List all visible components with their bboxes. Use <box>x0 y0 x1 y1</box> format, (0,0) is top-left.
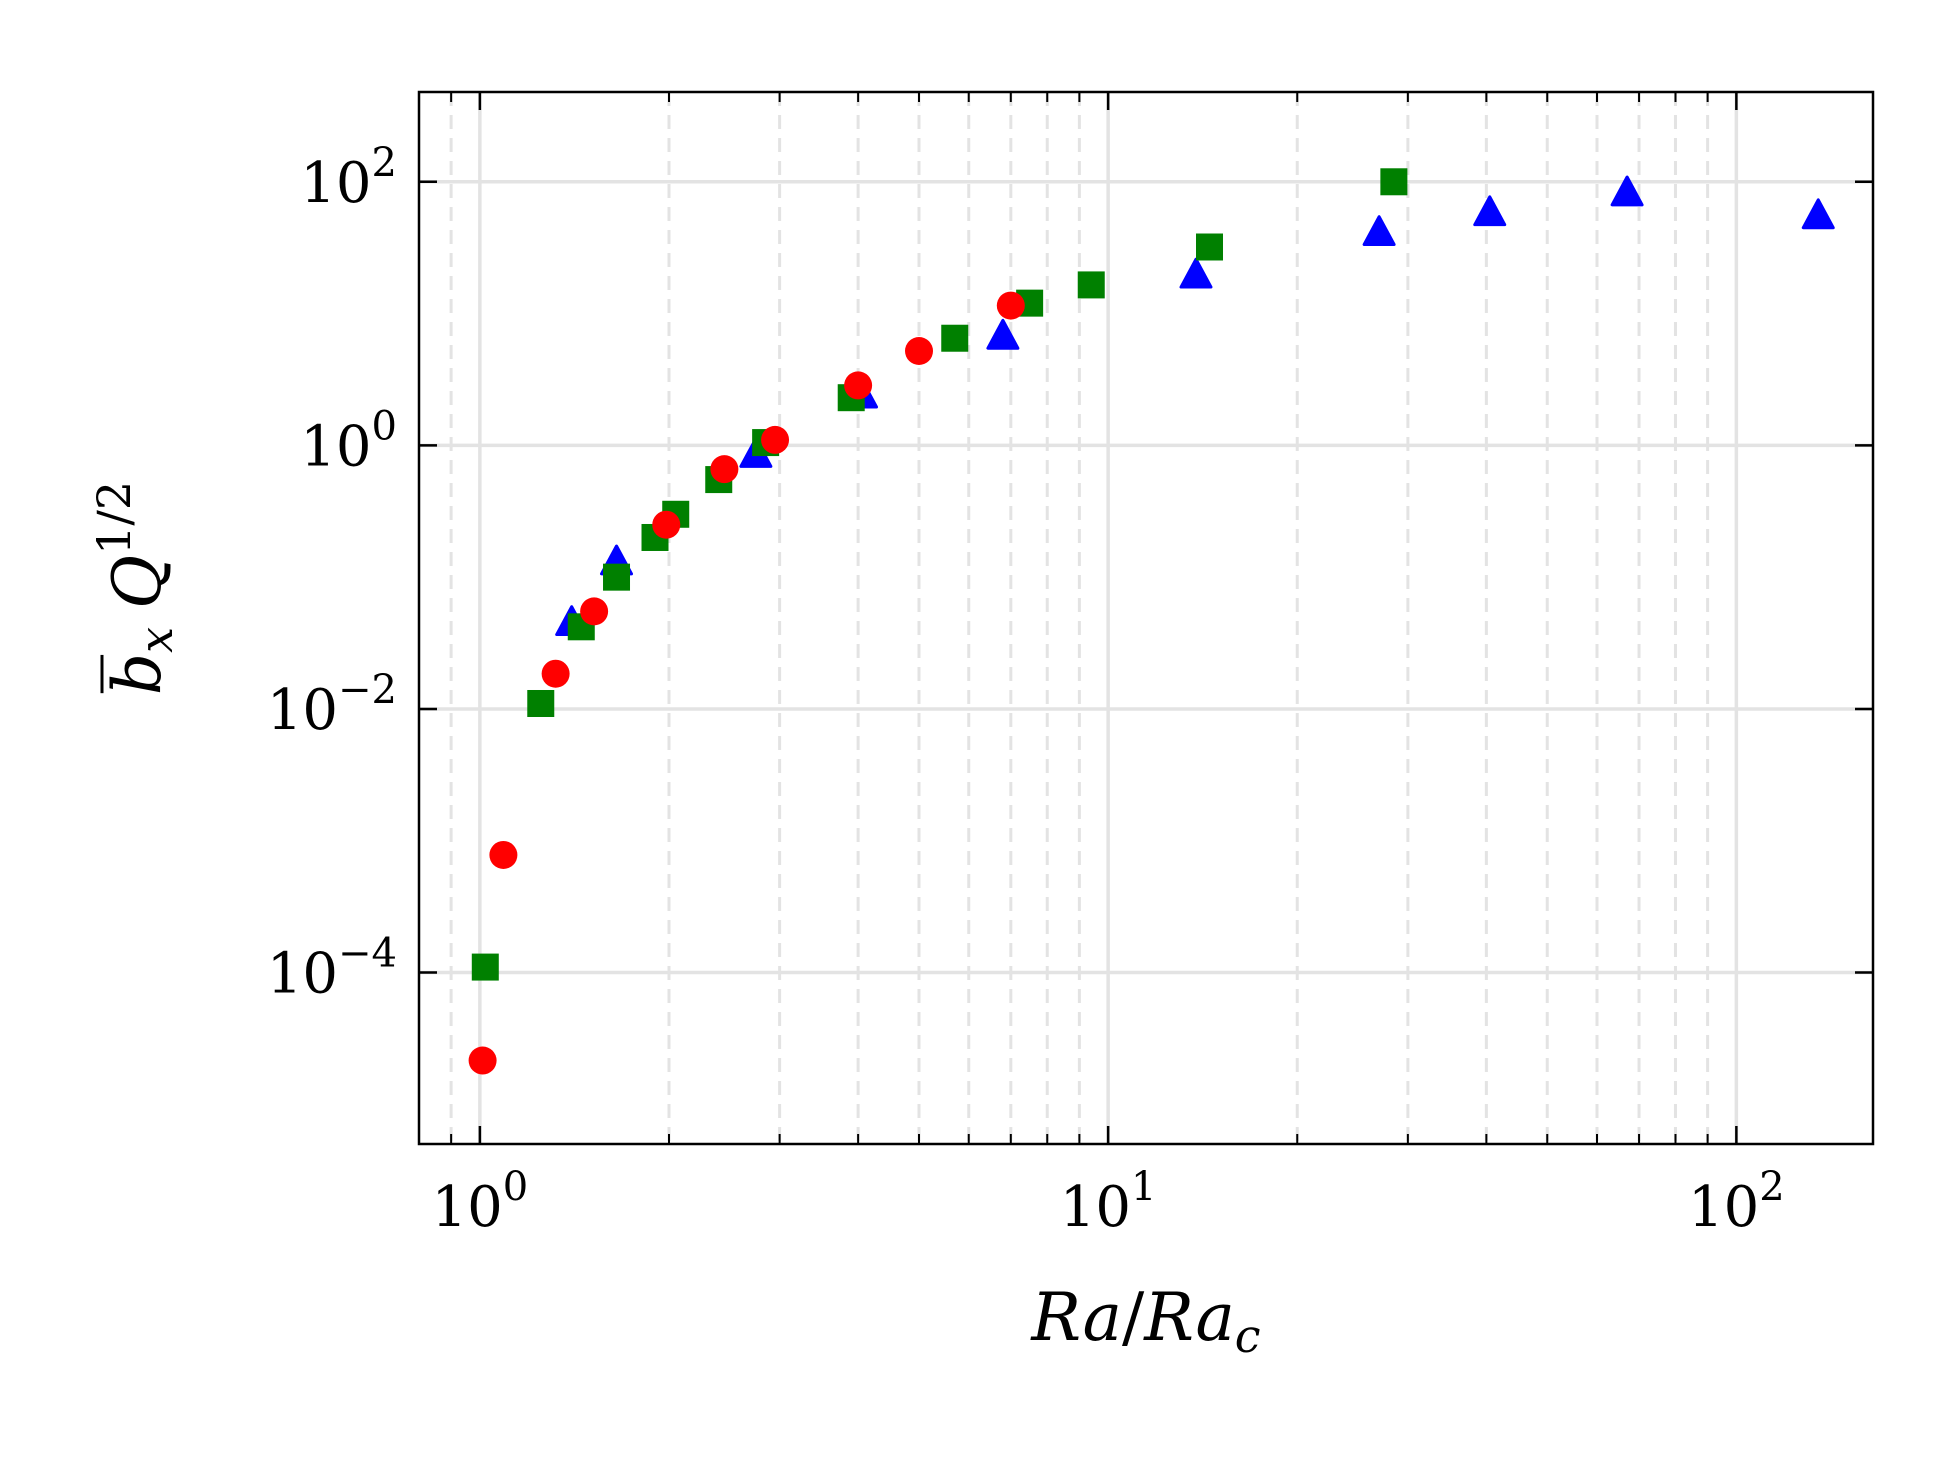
square-marker <box>603 563 631 591</box>
axis-ticks <box>419 92 1873 1144</box>
y-axis-title: bxQ1/2 <box>87 481 183 695</box>
triangle-marker <box>1362 215 1396 247</box>
triangle-marker <box>1801 198 1835 230</box>
circle-marker <box>761 425 790 454</box>
x-axis-title: Ra/Rac <box>1030 1279 1260 1363</box>
y-tick-label: 10−2 <box>267 667 397 743</box>
circle-marker <box>489 840 518 869</box>
circle-marker <box>905 337 934 366</box>
plot-frame <box>417 90 1875 1146</box>
circle-marker <box>844 371 873 400</box>
x-tick-label: 102 <box>1688 1164 1785 1240</box>
circle-marker <box>996 291 1025 320</box>
tick-labels: 100 101 102 10−4 10−2 100 102 <box>267 140 1785 1240</box>
data-points <box>468 168 1835 1075</box>
square-marker <box>1077 271 1105 299</box>
circle-marker <box>468 1046 497 1075</box>
square-marker <box>1196 233 1224 261</box>
x-tick-label: 101 <box>1060 1164 1157 1240</box>
circle-marker <box>580 597 609 626</box>
square-marker <box>941 324 969 352</box>
triangle-marker <box>1610 175 1644 207</box>
grid <box>419 92 1873 1144</box>
circle-marker <box>710 455 739 484</box>
series-circles <box>468 291 1025 1075</box>
square-marker <box>471 953 499 981</box>
svg-text:bxQ1/2: bxQ1/2 <box>87 481 183 695</box>
y-tick-label: 102 <box>300 140 397 216</box>
square-marker <box>527 689 555 717</box>
triangle-marker <box>1179 257 1213 289</box>
circle-marker <box>652 510 681 539</box>
series-squares <box>471 168 1408 981</box>
x-tick-label: 100 <box>432 1164 529 1240</box>
y-tick-label: 10−4 <box>267 931 397 1007</box>
square-marker <box>1380 168 1408 196</box>
triangle-marker <box>1473 195 1507 227</box>
triangle-marker <box>986 318 1020 350</box>
y-tick-label: 100 <box>300 403 397 479</box>
circle-marker <box>541 659 570 688</box>
